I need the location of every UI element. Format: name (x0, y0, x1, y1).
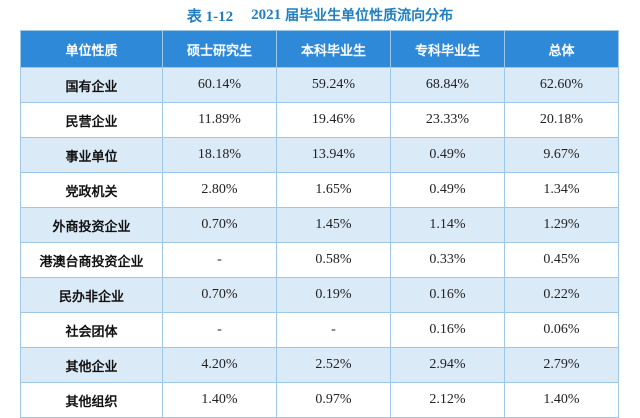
cell-value: 0.19% (276, 277, 391, 313)
cell-value: 9.67% (504, 137, 619, 173)
cell-value: 0.16% (390, 277, 505, 313)
row-label: 党政机关 (20, 172, 163, 208)
table-row: 党政机关 2.80% 1.65% 0.49% 1.34% (20, 172, 619, 208)
row-label: 外商投资企业 (20, 207, 163, 243)
cell-value: 59.24% (276, 67, 391, 103)
row-label: 其他企业 (20, 347, 163, 383)
cell-value: - (162, 242, 277, 278)
cell-value: 0.06% (504, 312, 619, 348)
cell-value: 4.20% (162, 347, 277, 383)
table-row: 社会团体 - - 0.16% 0.06% (20, 312, 619, 348)
table-row: 民办非企业 0.70% 0.19% 0.16% 0.22% (20, 277, 619, 313)
caption-title: 届毕业生单位性质流向分布 (285, 8, 454, 24)
cell-value: 13.94% (276, 137, 391, 173)
table-row: 国有企业 60.14% 59.24% 68.84% 62.60% (20, 67, 619, 103)
table-row: 外商投资企业 0.70% 1.45% 1.14% 1.29% (20, 207, 619, 243)
cell-value: 68.84% (390, 67, 505, 103)
cell-value: 1.34% (504, 172, 619, 208)
table-caption: 表 1-12 2021 届毕业生单位性质流向分布 (0, 0, 640, 30)
header-cell-master: 硕士研究生 (162, 30, 277, 68)
cell-value: 1.29% (504, 207, 619, 243)
caption-year: 2021 (251, 6, 282, 23)
cell-value: - (162, 312, 277, 348)
row-label: 国有企业 (20, 67, 163, 103)
row-label: 事业单位 (20, 137, 163, 173)
cell-value: 2.79% (504, 347, 619, 383)
cell-value: - (276, 312, 391, 348)
cell-value: 1.40% (504, 382, 619, 418)
header-row: 单位性质 硕士研究生 本科毕业生 专科毕业生 总体 (20, 30, 619, 68)
cell-value: 0.33% (390, 242, 505, 278)
cell-value: 1.45% (276, 207, 391, 243)
row-label: 民办非企业 (20, 277, 163, 313)
row-label: 民营企业 (20, 102, 163, 138)
cell-value: 0.58% (276, 242, 391, 278)
cell-value: 18.18% (162, 137, 277, 173)
cell-value: 19.46% (276, 102, 391, 138)
cell-value: 1.14% (390, 207, 505, 243)
cell-value: 1.40% (162, 382, 277, 418)
header-cell-unit-type: 单位性质 (20, 30, 163, 68)
table-row: 民营企业 11.89% 19.46% 23.33% 20.18% (20, 102, 619, 138)
row-label: 港澳台商投资企业 (20, 242, 163, 278)
header-cell-bachelor: 本科毕业生 (276, 30, 391, 68)
cell-value: 11.89% (162, 102, 277, 138)
cell-value: 0.16% (390, 312, 505, 348)
cell-value: 60.14% (162, 67, 277, 103)
cell-value: 0.70% (162, 277, 277, 313)
cell-value: 0.49% (390, 137, 505, 173)
table-row: 港澳台商投资企业 - 0.58% 0.33% 0.45% (20, 242, 619, 278)
table-row: 其他组织 1.40% 0.97% 2.12% 1.40% (20, 382, 619, 418)
cell-value: 1.65% (276, 172, 391, 208)
cell-value: 0.45% (504, 242, 619, 278)
cell-value: 0.70% (162, 207, 277, 243)
cell-value: 2.94% (390, 347, 505, 383)
cell-value: 62.60% (504, 67, 619, 103)
cell-value: 2.80% (162, 172, 277, 208)
row-label: 其他组织 (20, 382, 163, 418)
cell-value: 0.22% (504, 277, 619, 313)
table-row: 事业单位 18.18% 13.94% 0.49% 9.67% (20, 137, 619, 173)
cell-value: 2.52% (276, 347, 391, 383)
cell-value: 20.18% (504, 102, 619, 138)
caption-prefix: 表 1-12 (186, 8, 234, 25)
header-cell-junior-college: 专科毕业生 (390, 30, 505, 68)
table-row: 其他企业 4.20% 2.52% 2.94% 2.79% (20, 347, 619, 383)
distribution-table: 单位性质 硕士研究生 本科毕业生 专科毕业生 总体 国有企业 60.14% 59… (20, 30, 619, 418)
cell-value: 0.97% (276, 382, 391, 418)
cell-value: 0.49% (390, 172, 505, 208)
header-cell-overall: 总体 (504, 30, 619, 68)
cell-value: 2.12% (390, 382, 505, 418)
row-label: 社会团体 (20, 312, 163, 348)
cell-value: 23.33% (390, 102, 505, 138)
